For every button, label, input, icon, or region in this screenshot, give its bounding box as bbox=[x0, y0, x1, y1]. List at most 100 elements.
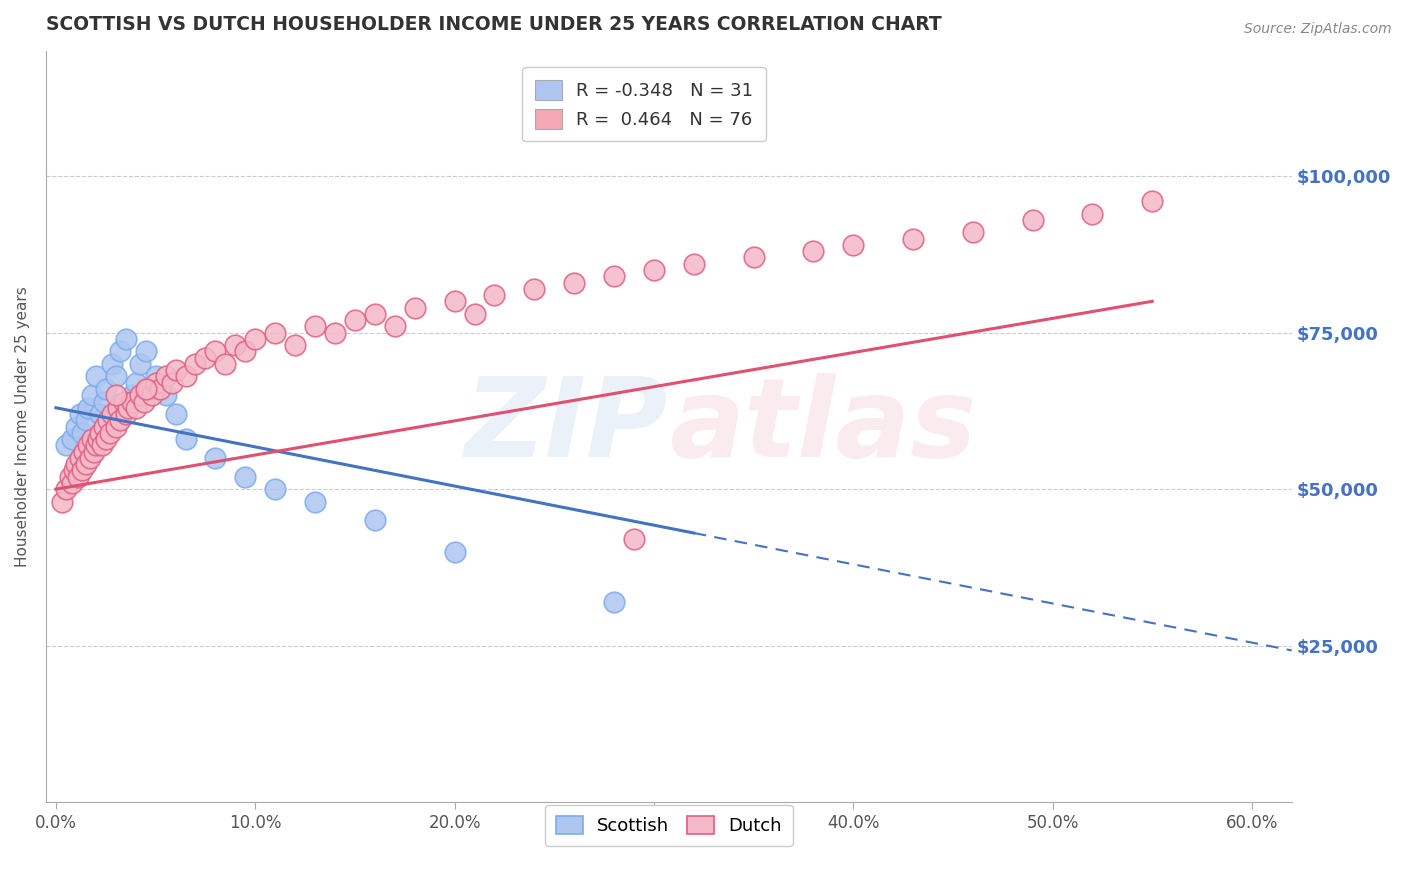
Point bbox=[364, 513, 387, 527]
Point bbox=[104, 419, 127, 434]
Legend: Scottish, Dutch: Scottish, Dutch bbox=[544, 805, 793, 846]
Point bbox=[343, 313, 366, 327]
Point bbox=[264, 482, 287, 496]
Point bbox=[59, 469, 82, 483]
Point bbox=[284, 338, 307, 352]
Point bbox=[141, 388, 163, 402]
Text: atlas: atlas bbox=[669, 373, 976, 480]
Point bbox=[165, 407, 187, 421]
Point bbox=[83, 444, 105, 458]
Point bbox=[384, 319, 406, 334]
Point bbox=[1081, 207, 1104, 221]
Point bbox=[121, 394, 143, 409]
Point bbox=[1142, 194, 1164, 208]
Point bbox=[107, 401, 129, 415]
Point bbox=[97, 413, 120, 427]
Point bbox=[73, 444, 96, 458]
Point bbox=[204, 344, 226, 359]
Point bbox=[145, 376, 167, 390]
Point bbox=[98, 425, 121, 440]
Point bbox=[60, 475, 83, 490]
Point bbox=[69, 407, 91, 421]
Point bbox=[842, 238, 865, 252]
Point bbox=[803, 244, 825, 259]
Point bbox=[94, 382, 117, 396]
Point bbox=[155, 388, 177, 402]
Point bbox=[364, 307, 387, 321]
Point bbox=[136, 382, 159, 396]
Point bbox=[214, 357, 236, 371]
Point bbox=[1021, 213, 1043, 227]
Point bbox=[121, 388, 143, 402]
Point bbox=[80, 432, 103, 446]
Point bbox=[132, 394, 155, 409]
Point bbox=[304, 494, 326, 508]
Text: ZIP: ZIP bbox=[465, 373, 669, 480]
Point bbox=[184, 357, 207, 371]
Point bbox=[149, 382, 172, 396]
Point bbox=[304, 319, 326, 334]
Point bbox=[603, 269, 626, 284]
Point bbox=[962, 226, 984, 240]
Point bbox=[155, 369, 177, 384]
Point bbox=[104, 369, 127, 384]
Point bbox=[89, 425, 111, 440]
Point bbox=[55, 482, 77, 496]
Point bbox=[135, 382, 157, 396]
Point bbox=[264, 326, 287, 340]
Point bbox=[93, 419, 115, 434]
Point bbox=[79, 450, 101, 465]
Point bbox=[160, 376, 183, 390]
Point bbox=[65, 457, 87, 471]
Point bbox=[93, 394, 115, 409]
Point bbox=[63, 463, 86, 477]
Point bbox=[194, 351, 217, 365]
Point bbox=[145, 369, 167, 384]
Point bbox=[87, 432, 110, 446]
Point bbox=[114, 407, 136, 421]
Point bbox=[484, 288, 506, 302]
Y-axis label: Householder Income Under 25 years: Householder Income Under 25 years bbox=[15, 286, 30, 567]
Point bbox=[104, 388, 127, 402]
Point bbox=[76, 438, 98, 452]
Point bbox=[623, 533, 645, 547]
Point bbox=[742, 251, 765, 265]
Point bbox=[224, 338, 246, 352]
Point bbox=[245, 332, 267, 346]
Point bbox=[463, 307, 485, 321]
Point bbox=[75, 457, 97, 471]
Point bbox=[443, 545, 465, 559]
Point bbox=[323, 326, 346, 340]
Point bbox=[901, 232, 924, 246]
Point bbox=[66, 469, 89, 483]
Point bbox=[128, 357, 150, 371]
Point bbox=[65, 419, 87, 434]
Point bbox=[89, 407, 111, 421]
Point bbox=[55, 438, 77, 452]
Point bbox=[204, 450, 226, 465]
Point bbox=[165, 363, 187, 377]
Point bbox=[84, 369, 107, 384]
Point bbox=[94, 432, 117, 446]
Point bbox=[112, 394, 135, 409]
Point bbox=[443, 294, 465, 309]
Point bbox=[90, 438, 112, 452]
Point bbox=[84, 438, 107, 452]
Text: Source: ZipAtlas.com: Source: ZipAtlas.com bbox=[1244, 22, 1392, 37]
Point bbox=[135, 344, 157, 359]
Point bbox=[174, 432, 197, 446]
Point bbox=[108, 344, 131, 359]
Point bbox=[70, 425, 93, 440]
Point bbox=[682, 257, 704, 271]
Point bbox=[117, 401, 139, 415]
Point bbox=[233, 469, 256, 483]
Point bbox=[100, 407, 122, 421]
Point bbox=[108, 413, 131, 427]
Point bbox=[174, 369, 197, 384]
Point bbox=[100, 357, 122, 371]
Point bbox=[75, 413, 97, 427]
Point bbox=[60, 432, 83, 446]
Point bbox=[69, 450, 91, 465]
Point bbox=[233, 344, 256, 359]
Text: SCOTTISH VS DUTCH HOUSEHOLDER INCOME UNDER 25 YEARS CORRELATION CHART: SCOTTISH VS DUTCH HOUSEHOLDER INCOME UND… bbox=[46, 15, 942, 34]
